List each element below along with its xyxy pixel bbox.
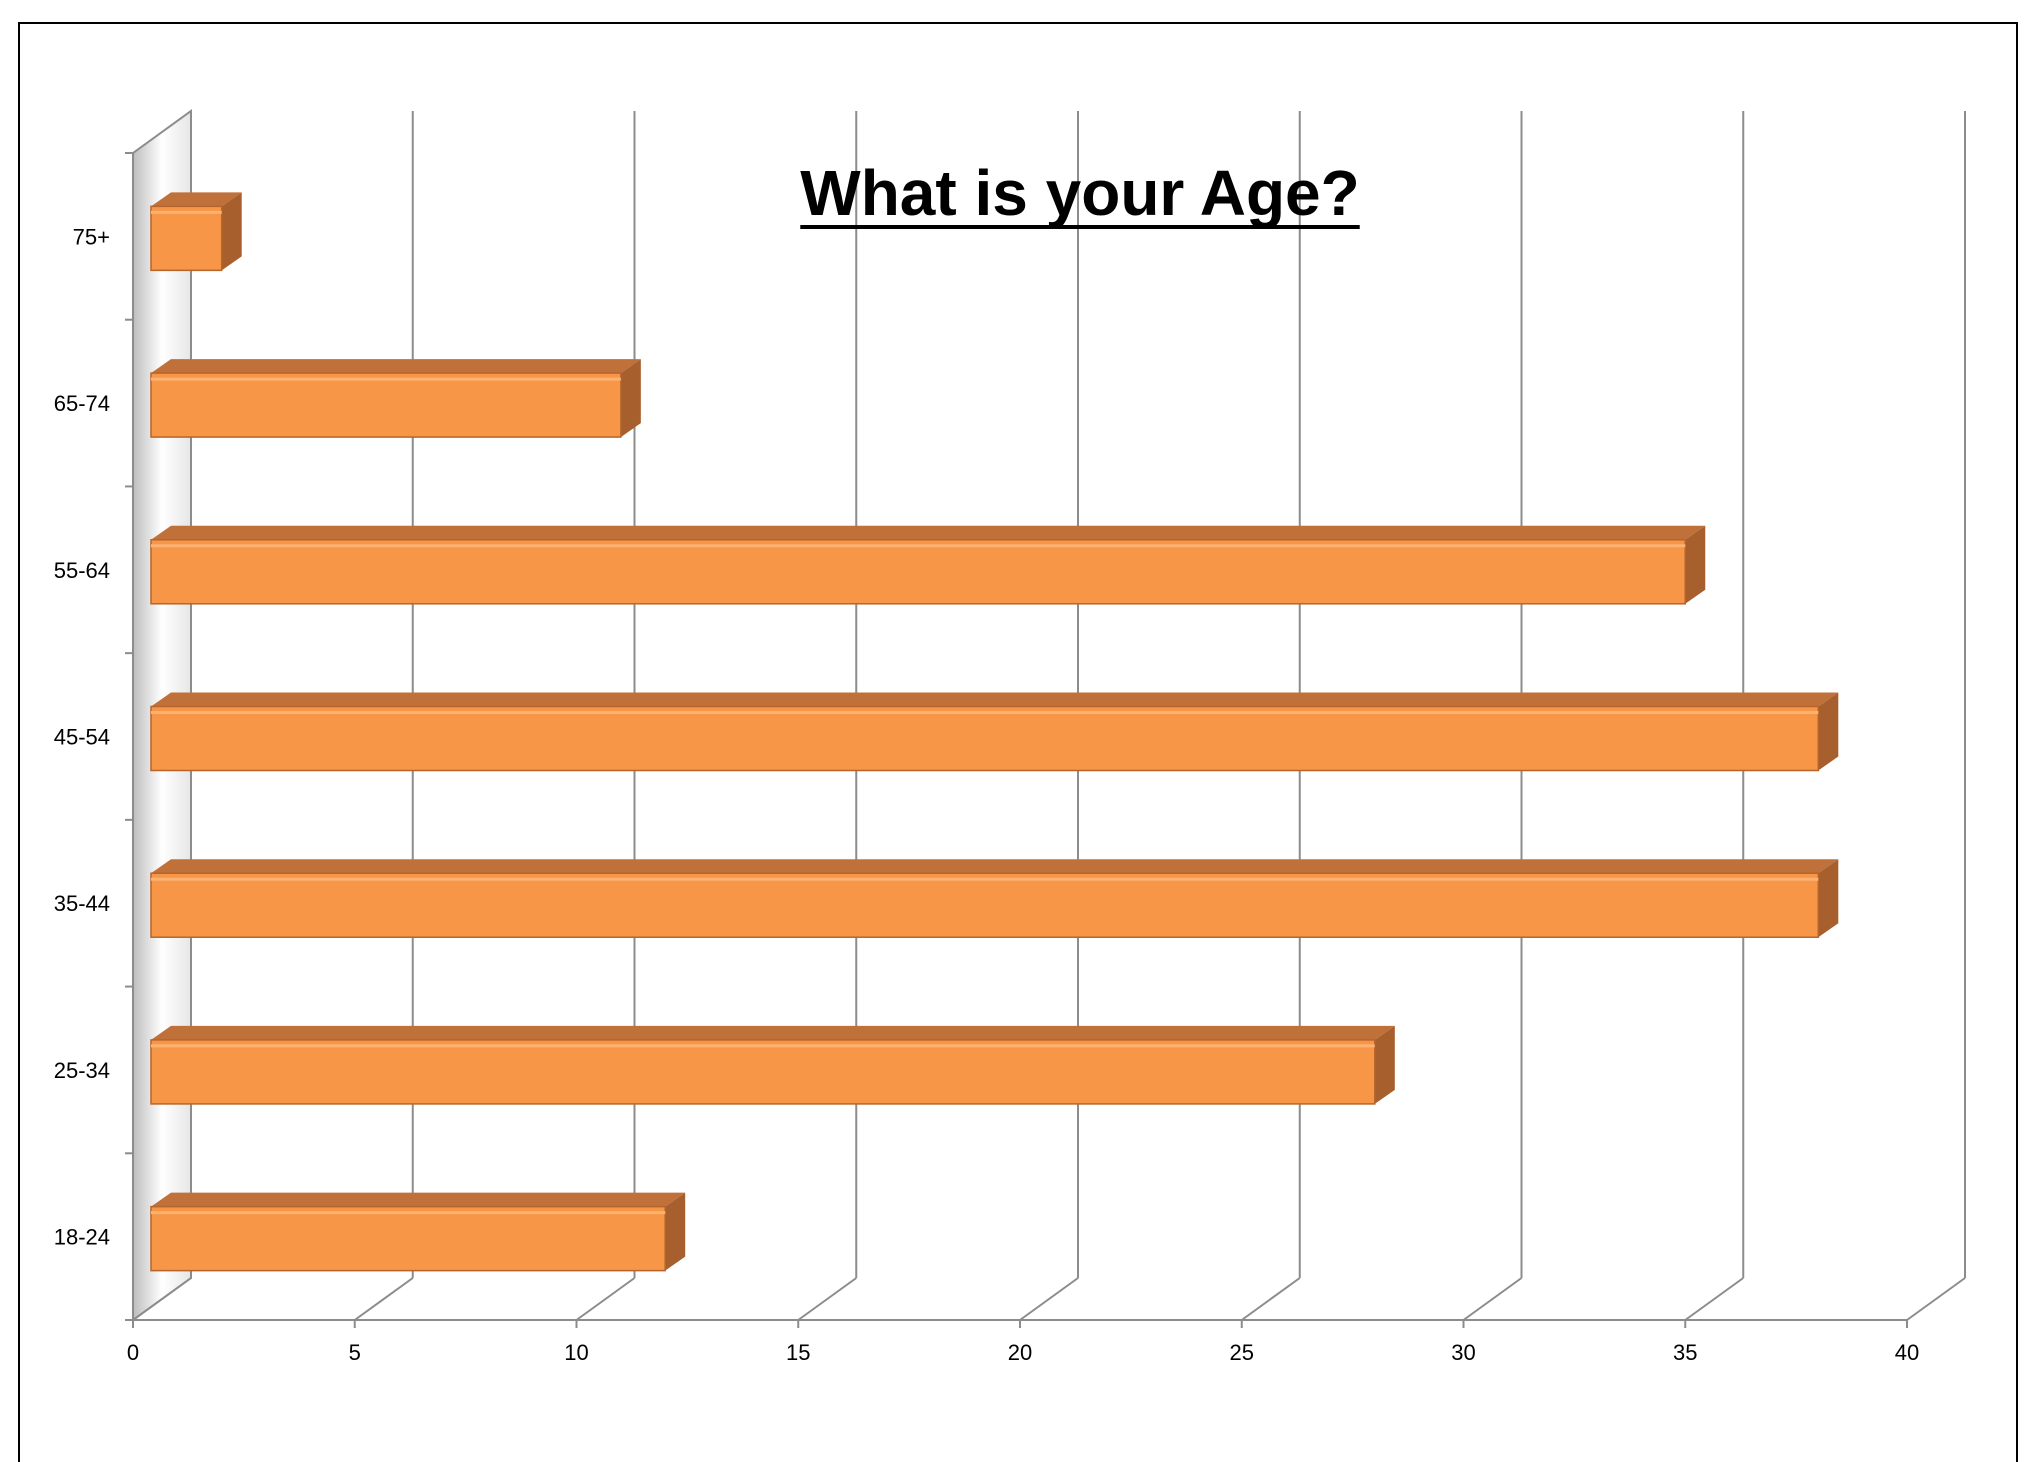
x-tick-label: 15 <box>786 1340 810 1365</box>
floor-gridline <box>1906 1277 1966 1321</box>
bar-front-face <box>150 1205 666 1272</box>
bar-top-face <box>151 192 242 207</box>
bar-45-54 <box>150 692 1839 772</box>
x-tick-label: 20 <box>1008 1340 1032 1365</box>
bar-55-64 <box>150 525 1706 605</box>
bar-18-24 <box>150 1192 686 1272</box>
chart-title: What is your Age? <box>800 157 1359 229</box>
bar-top-face <box>151 1192 686 1207</box>
bar-top-face <box>151 359 641 374</box>
y-tick-label: 55-64 <box>54 558 110 583</box>
bar-65-74 <box>150 359 641 438</box>
y-tick-label: 45-54 <box>54 725 110 750</box>
bar-side-face <box>221 192 242 271</box>
bar-top-face <box>151 525 1706 540</box>
bar-front-face <box>150 372 622 438</box>
x-tick-label: 25 <box>1230 1340 1254 1365</box>
bar-75+ <box>150 192 242 272</box>
y-tick-label: 25-34 <box>54 1058 110 1083</box>
floor-gridline <box>1019 1277 1079 1321</box>
x-tick-label: 10 <box>564 1340 588 1365</box>
bar-top-face <box>151 692 1839 707</box>
x-tick-label: 5 <box>349 1340 361 1365</box>
bar-front-face <box>150 1039 1376 1105</box>
y-tick-label: 35-44 <box>54 891 110 916</box>
x-tick-label: 40 <box>1895 1340 1919 1365</box>
bar-25-34 <box>150 1025 1395 1105</box>
floor-gridline <box>575 1277 636 1321</box>
floor-gridline <box>797 1277 857 1321</box>
x-tick-label: 0 <box>127 1340 139 1365</box>
bar-side-face <box>1685 525 1706 604</box>
y-tick-label: 65-74 <box>54 391 110 416</box>
floor-gridline <box>1241 1277 1301 1321</box>
x-tick-label: 35 <box>1673 1340 1697 1365</box>
floor-gridline <box>354 1277 414 1321</box>
bar-front-face <box>150 705 1820 772</box>
bar-top-face <box>151 1025 1395 1040</box>
bar-side-face <box>620 359 641 438</box>
floor-gridline <box>1462 1277 1523 1321</box>
bar-front-face <box>150 872 1820 938</box>
bar-35-44 <box>150 859 1839 938</box>
bar-top-face <box>151 859 1839 874</box>
floor-gridline <box>1684 1277 1744 1321</box>
floor-gridline <box>132 1277 192 1321</box>
bar-front-face <box>150 539 1686 605</box>
bar-side-face <box>665 1192 686 1271</box>
bar-side-face <box>1818 692 1839 771</box>
bar-side-face <box>1818 859 1839 938</box>
bar-side-face <box>1374 1025 1395 1104</box>
y-tick-label: 75+ <box>73 224 110 249</box>
x-tick-label: 30 <box>1451 1340 1475 1365</box>
bar-front-face <box>150 205 223 272</box>
y-tick-label: 18-24 <box>54 1225 110 1250</box>
